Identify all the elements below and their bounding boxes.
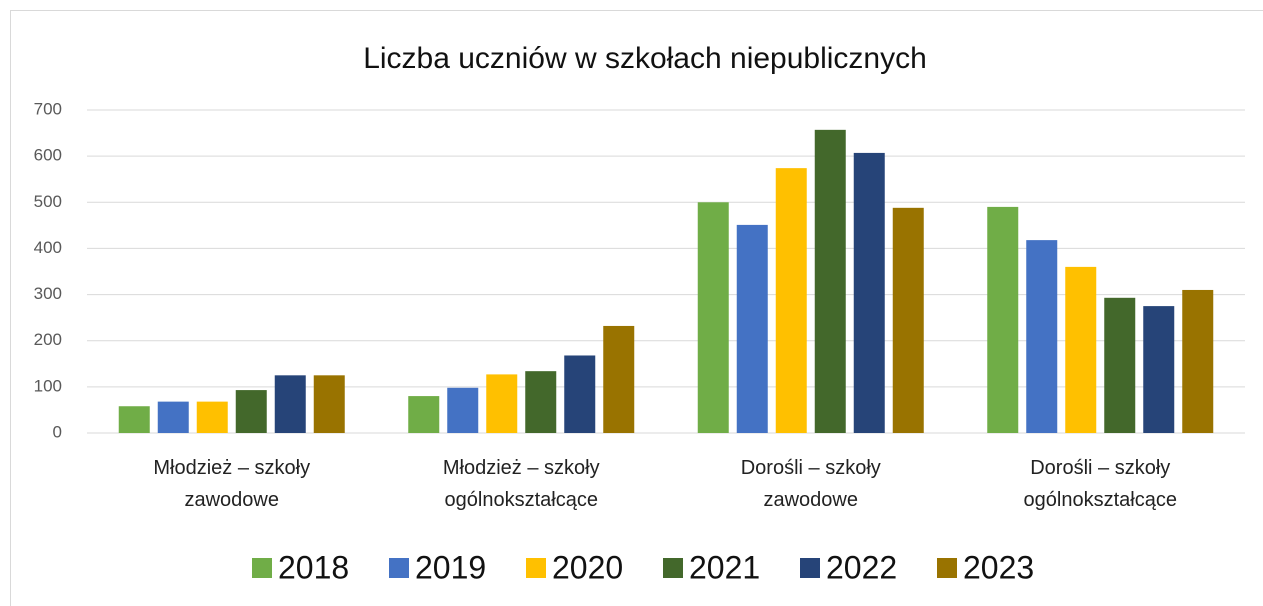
bar: [987, 206, 1019, 433]
legend-label: 2022: [826, 549, 897, 585]
bar: [235, 390, 267, 433]
bar: [697, 202, 729, 433]
y-tick-label: 700: [34, 99, 62, 118]
chart-title: Liczba uczniów w szkołach niepublicznych: [363, 42, 927, 75]
legend-label: 2020: [552, 549, 623, 585]
bar: [157, 401, 189, 433]
bar: [408, 396, 440, 433]
x-tick-label: Młodzież – szkoły ogólnokształcące: [442, 457, 600, 511]
bar: [313, 375, 345, 433]
bar: [447, 387, 479, 433]
y-tick-label: 500: [34, 192, 62, 211]
legend-label: 2019: [415, 549, 486, 585]
legend-swatch: [526, 558, 546, 578]
bar: [486, 374, 518, 433]
legend-swatch: [252, 558, 272, 578]
y-tick-label: 300: [34, 284, 62, 303]
x-tick-label: Dorośli – szkoły ogólnokształcące: [1023, 457, 1177, 511]
y-tick-label: 100: [34, 376, 62, 395]
legend-swatch: [800, 558, 820, 578]
bar: [564, 355, 596, 433]
bar: [853, 152, 885, 434]
bar: [603, 325, 635, 433]
bar: [1065, 266, 1097, 433]
legend-swatch: [663, 558, 683, 578]
bar: [814, 129, 846, 433]
bar: [1026, 240, 1058, 433]
y-tick-label: 200: [34, 330, 62, 349]
x-tick-label: Młodzież – szkoły zawodowe: [153, 457, 311, 511]
legend-label: 2018: [278, 549, 349, 585]
y-tick-label: 0: [53, 422, 62, 441]
bar: [1104, 297, 1136, 433]
bar: [892, 207, 924, 433]
bar: [274, 375, 306, 433]
x-tick-label: Dorośli – szkoły zawodowe: [740, 457, 881, 511]
bar: [1182, 289, 1214, 433]
bar: [525, 371, 557, 433]
bar: [775, 168, 807, 433]
legend-swatch: [389, 558, 409, 578]
bar: [118, 406, 150, 433]
legend-label: 2021: [689, 549, 760, 585]
bar: [1143, 306, 1175, 433]
bar: [196, 401, 228, 433]
y-tick-label: 400: [34, 238, 62, 257]
y-tick-label: 600: [34, 146, 62, 165]
legend-swatch: [937, 558, 957, 578]
bar: [736, 224, 768, 433]
legend-label: 2023: [963, 549, 1034, 585]
chart-border: [10, 10, 1263, 606]
